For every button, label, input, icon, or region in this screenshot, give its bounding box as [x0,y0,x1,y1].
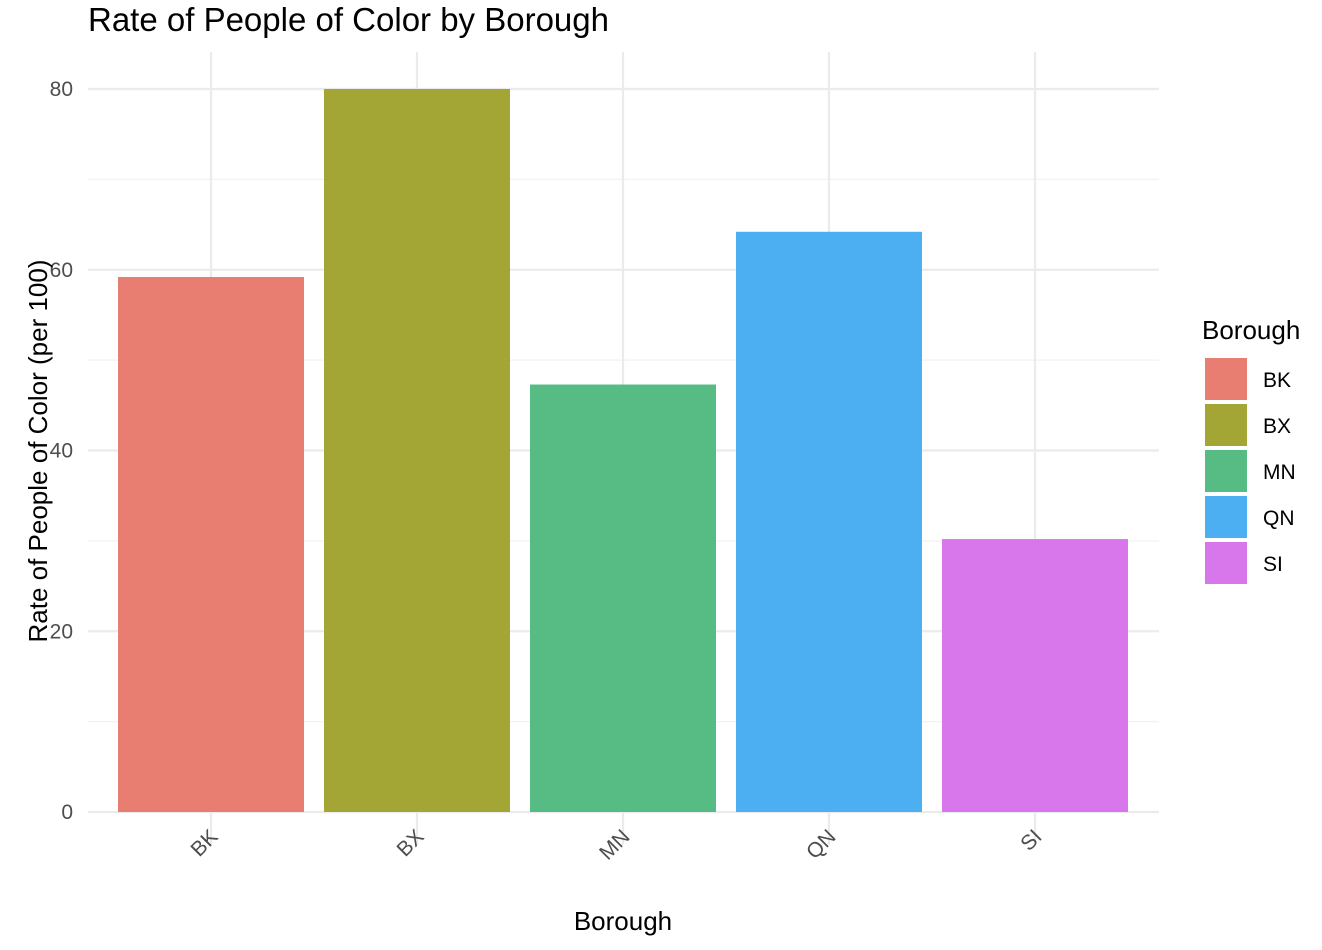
legend-key-mn [1205,450,1247,492]
bar-mn [530,384,716,812]
legend-label: SI [1263,553,1283,576]
bar-bk [118,276,304,813]
legend-label: BK [1263,369,1291,392]
x-axis-title: Borough [574,906,672,936]
x-tick-label: QN [802,825,841,864]
x-tick-label: MN [595,825,634,864]
legend-label: QN [1263,507,1295,530]
legend-key-si [1205,542,1247,584]
y-axis-ticks: 0 20 40 60 80 [50,78,73,824]
bar-qn [736,231,922,813]
x-tick-label: SI [1016,825,1046,855]
y-tick-label: 20 [50,620,73,643]
y-tick-label: 40 [50,440,73,463]
y-axis-title: Rate of People of Color (per 100) [23,260,53,643]
x-axis-ticks: BK BX MN QN SI [186,825,1046,864]
legend-key-bx [1205,404,1247,446]
bar-si [942,539,1128,812]
y-tick-label: 0 [61,801,73,824]
chart-title: Rate of People of Color by Borough [88,1,609,38]
legend: Borough BK BX MN QN SI [1202,315,1300,584]
legend-key-bk [1205,358,1247,400]
legend-key-qn [1205,496,1247,538]
x-tick-label: BK [186,825,222,861]
legend-title: Borough [1202,315,1300,345]
bars [118,89,1128,813]
x-tick-label: BX [392,825,428,861]
y-tick-label: 60 [50,259,73,282]
y-tick-label: 80 [50,78,73,101]
bar-bx [324,89,510,812]
legend-label: BX [1263,415,1291,438]
legend-label: MN [1263,461,1296,484]
